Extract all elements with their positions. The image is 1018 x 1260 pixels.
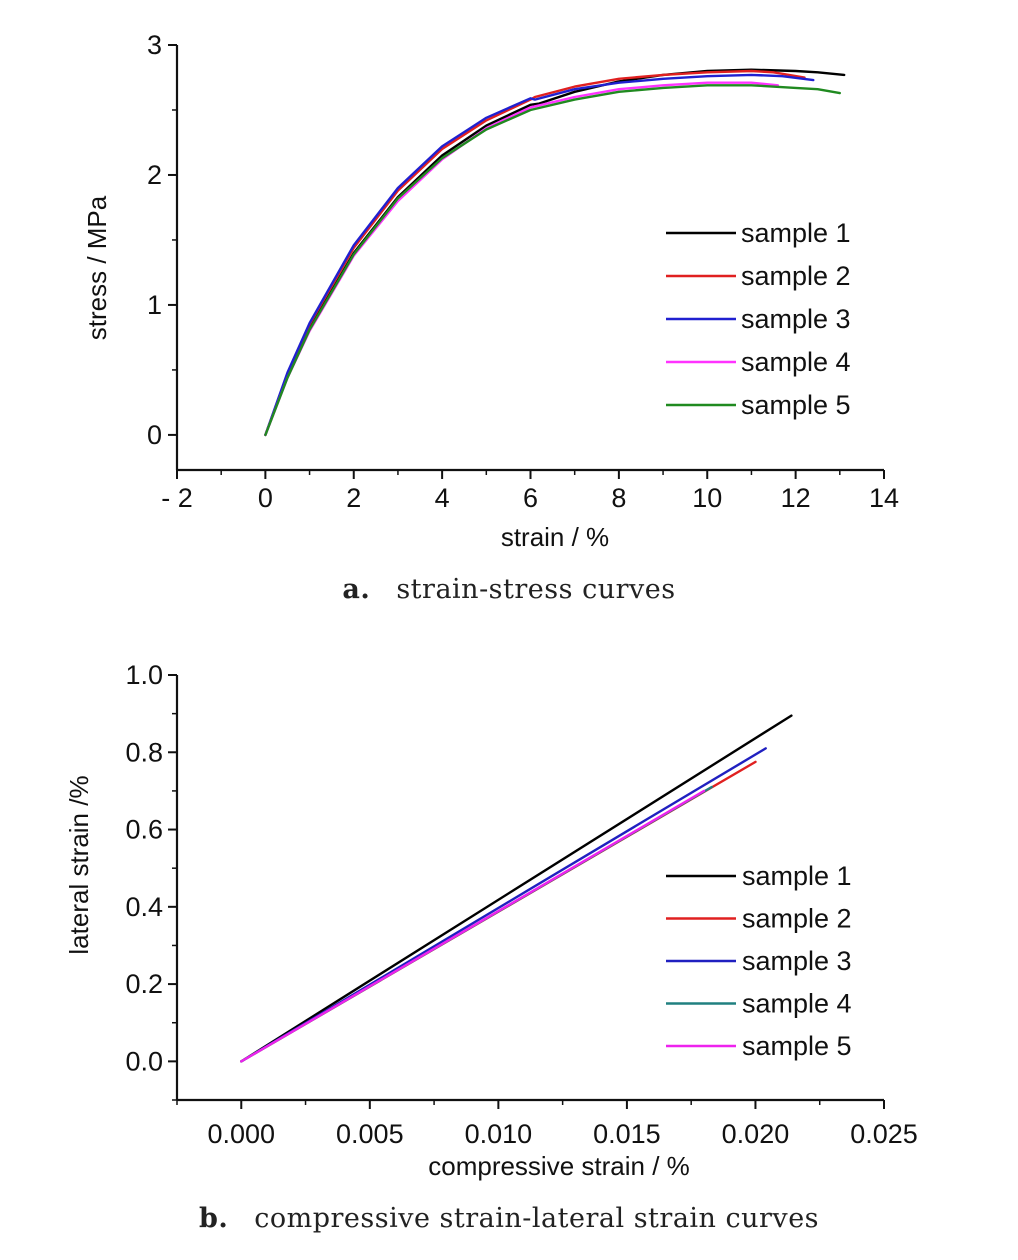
series-line-5 bbox=[240, 789, 706, 1063]
x-tick-label: 0 bbox=[258, 483, 273, 513]
legend-label-4: sample 4 bbox=[741, 347, 851, 377]
x-tick-label: - 2 bbox=[161, 483, 193, 513]
y-tick-label: 1 bbox=[147, 290, 162, 320]
series-line-4 bbox=[264, 81, 780, 437]
legend-label-2: sample 2 bbox=[742, 904, 852, 934]
legend-label-1: sample 1 bbox=[741, 218, 851, 248]
x-tick-label: 12 bbox=[781, 483, 811, 513]
x-tick-label: 0.010 bbox=[465, 1119, 533, 1149]
series-line-1 bbox=[240, 714, 793, 1063]
chart-lateral-strain: 0.000 0.005 0.010 0.015 0.020 0.025 0.0 0.2 0.4 0… bbox=[64, 660, 918, 1181]
y-tick-label: 0 bbox=[147, 420, 162, 450]
legend-label-1: sample 1 bbox=[742, 861, 852, 891]
x-tick-label: 10 bbox=[692, 483, 722, 513]
x-tick-label: 8 bbox=[611, 483, 626, 513]
series-line-2 bbox=[264, 69, 806, 437]
x-tick-label: 0.025 bbox=[850, 1119, 918, 1149]
y-tick-label: 0.0 bbox=[125, 1046, 163, 1076]
caption-b: b. compressive strain-lateral strain curv… bbox=[0, 1203, 1018, 1234]
series-line-3 bbox=[264, 73, 815, 437]
x-tick-label: 0.020 bbox=[722, 1119, 790, 1149]
caption-b-text: compressive strain-lateral strain curves bbox=[254, 1203, 820, 1234]
x-tick-label: 14 bbox=[869, 483, 899, 513]
caption-a-letter: a. bbox=[342, 574, 371, 605]
x-tick-label: 6 bbox=[523, 483, 538, 513]
y-tick-label: 0.8 bbox=[125, 737, 163, 767]
legend-label-3: sample 3 bbox=[741, 304, 851, 334]
caption-a-text: strain-stress curves bbox=[396, 574, 676, 605]
caption-a: a. strain-stress curves bbox=[0, 574, 1018, 605]
legend-label-3: sample 3 bbox=[742, 946, 852, 976]
y-tick-label: 0.4 bbox=[125, 892, 163, 922]
x-tick-label: 0.015 bbox=[593, 1119, 661, 1149]
series-line-5 bbox=[264, 84, 841, 437]
y-tick-label: 2 bbox=[147, 160, 162, 190]
x-tick-label: 0.000 bbox=[207, 1119, 275, 1149]
y-axis-label: stress / MPa bbox=[82, 195, 112, 340]
legend-label-4: sample 4 bbox=[742, 989, 852, 1019]
legend-label-5: sample 5 bbox=[741, 390, 851, 420]
legend-label-2: sample 2 bbox=[741, 261, 851, 291]
y-tick-label: 0.6 bbox=[125, 815, 163, 845]
legend-label-5: sample 5 bbox=[742, 1031, 852, 1061]
x-axis-label: strain / % bbox=[501, 522, 609, 552]
x-axis-label: compressive strain / % bbox=[428, 1151, 690, 1181]
y-tick-label: 1.0 bbox=[125, 660, 163, 690]
x-tick-label: 0.005 bbox=[336, 1119, 404, 1149]
y-tick-label: 3 bbox=[147, 30, 162, 60]
x-tick-label: 2 bbox=[346, 483, 361, 513]
y-axis-label: lateral strain /% bbox=[64, 775, 94, 954]
x-tick-label: 4 bbox=[435, 483, 450, 513]
caption-b-letter: b. bbox=[198, 1203, 229, 1234]
y-tick-label: 0.2 bbox=[125, 969, 163, 999]
